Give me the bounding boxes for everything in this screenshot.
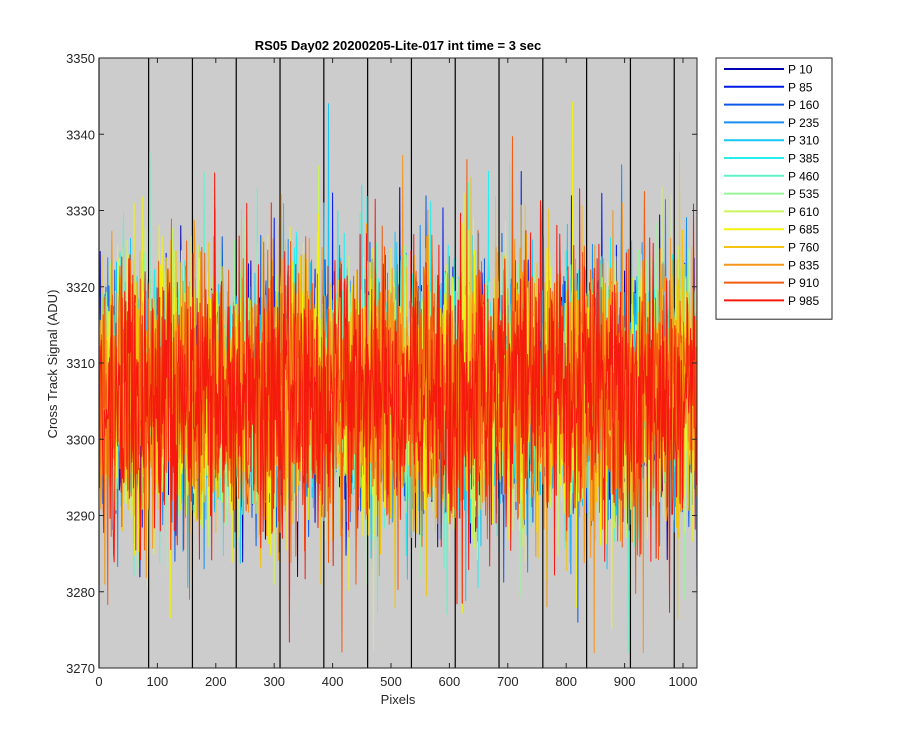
y-tick-label: 3340 — [66, 127, 95, 142]
y-tick-label: 3300 — [66, 432, 95, 447]
x-tick-label: 100 — [147, 674, 169, 689]
x-tick-label: 1000 — [669, 674, 698, 689]
legend-label: P 835 — [788, 258, 819, 272]
legend-label: P 910 — [788, 276, 819, 290]
legend: P 10 P 85 P 160 P 235 P 310 P 385 P 460 P 535 P … — [715, 57, 833, 320]
series-line — [98, 172, 698, 643]
legend-label: P 85 — [788, 80, 813, 94]
chart-title: RS05 Day02 20200205-Lite-017 int time = … — [255, 38, 542, 53]
x-tick-label: 400 — [322, 674, 344, 689]
y-tick-label: 3290 — [66, 509, 95, 524]
legend-label: P 685 — [788, 223, 819, 237]
legend-label: P 760 — [788, 241, 819, 255]
legend-label: P 235 — [788, 116, 819, 130]
plot-area — [98, 57, 698, 669]
legend-box — [715, 57, 833, 320]
legend-label: P 610 — [788, 205, 819, 219]
y-tick-label: 3330 — [66, 204, 95, 219]
x-tick-label: 700 — [497, 674, 519, 689]
series-group — [98, 101, 698, 654]
x-tick-label: 500 — [380, 674, 402, 689]
x-tick-label: 900 — [614, 674, 636, 689]
legend-label: P 460 — [788, 169, 819, 183]
y-tick-label: 3350 — [66, 51, 95, 66]
x-axis: 0 100 200 300 400 500 600 700 800 900 1000 — [95, 58, 697, 689]
x-axis-title: Pixels — [381, 692, 416, 707]
x-tick-label: 300 — [263, 674, 285, 689]
legend-label: P 10 — [788, 63, 813, 77]
legend-label: P 535 — [788, 187, 819, 201]
y-axis: 3270 3280 3290 3300 3310 3320 3330 3340 3350 — [66, 51, 697, 676]
x-tick-label: 800 — [555, 674, 577, 689]
x-tick-label: 0 — [95, 674, 102, 689]
y-tick-label: 3320 — [66, 280, 95, 295]
x-tick-label: 600 — [439, 674, 461, 689]
y-tick-label: 3280 — [66, 585, 95, 600]
legend-label: P 985 — [788, 294, 819, 308]
legend-label: P 160 — [788, 98, 819, 112]
y-tick-label: 3270 — [66, 661, 95, 676]
legend-label: P 385 — [788, 152, 819, 166]
legend-label: P 310 — [788, 134, 819, 148]
y-tick-label: 3310 — [66, 356, 95, 371]
x-tick-label: 200 — [205, 674, 227, 689]
y-axis-title: Cross Track Signal (ADU) — [45, 290, 60, 439]
